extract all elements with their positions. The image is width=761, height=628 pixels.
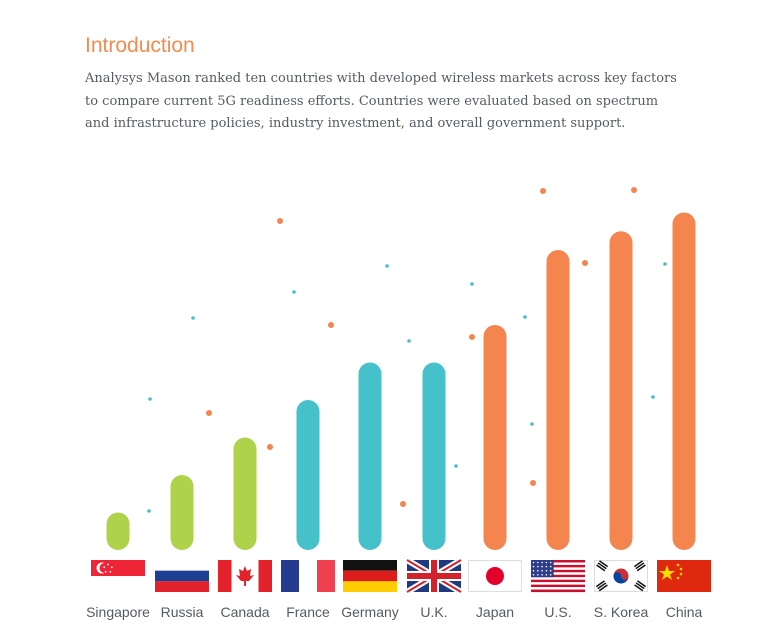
decorative-dot — [191, 316, 195, 320]
bar-uk — [422, 362, 446, 550]
section-title: Introduction — [85, 34, 195, 57]
decorative-dot — [267, 444, 273, 450]
decorative-dot — [147, 509, 151, 513]
decorative-dot — [206, 410, 212, 416]
bar-france — [296, 400, 320, 550]
bar-us — [546, 250, 570, 550]
south-korea-flag-icon — [594, 560, 648, 592]
cut-off-heading: ■■■■■■■■■■■■■■■■■■■■■■■■■■■■■■■ — [86, 0, 666, 6]
decorative-dot — [523, 315, 527, 319]
decorative-dot — [148, 397, 152, 401]
decorative-dot — [469, 334, 475, 340]
uk-flag-icon — [405, 557, 463, 595]
country-label: China — [666, 604, 703, 620]
decorative-dot — [582, 260, 588, 266]
japan-flag-icon — [468, 560, 522, 592]
germany-flag-icon — [343, 560, 397, 592]
decorative-dot — [400, 501, 406, 507]
france-flag-icon — [281, 560, 335, 592]
intro-paragraph: Analysys Mason ranked ten countries with… — [85, 71, 677, 131]
bar-china — [672, 212, 696, 550]
bar-germany — [358, 362, 382, 550]
country-label: Singapore — [86, 604, 150, 620]
decorative-dot — [407, 339, 411, 343]
country-label: France — [286, 604, 330, 620]
decorative-dot — [540, 188, 546, 194]
country-label: Canada — [220, 604, 269, 620]
bar-japan — [483, 325, 507, 550]
decorative-dot — [651, 395, 655, 399]
country-label: Germany — [341, 604, 399, 620]
singapore-flag-icon — [91, 560, 145, 592]
country-label: U.K. — [420, 604, 447, 620]
bar-south-korea — [609, 231, 633, 550]
decorative-dot — [530, 480, 536, 486]
decorative-dot — [454, 464, 458, 468]
country-label: Japan — [476, 604, 514, 620]
china-flag-icon — [657, 560, 711, 592]
bar-russia — [170, 475, 194, 550]
russia-flag-icon — [155, 560, 209, 592]
decorative-dot — [277, 218, 283, 224]
decorative-dot — [385, 264, 389, 268]
bar-singapore — [106, 512, 130, 550]
country-label: Russia — [161, 604, 204, 620]
decorative-dot — [328, 322, 334, 328]
us-flag-icon — [531, 560, 585, 593]
country-label: U.S. — [544, 604, 571, 620]
country-label: S. Korea — [594, 604, 649, 620]
bar-canada — [233, 437, 257, 550]
decorative-dot — [631, 187, 637, 193]
decorative-dot — [530, 422, 534, 426]
decorative-dot — [663, 262, 667, 266]
canada-flag-icon — [218, 560, 272, 592]
decorative-dot — [292, 290, 296, 294]
decorative-dot — [470, 282, 474, 286]
